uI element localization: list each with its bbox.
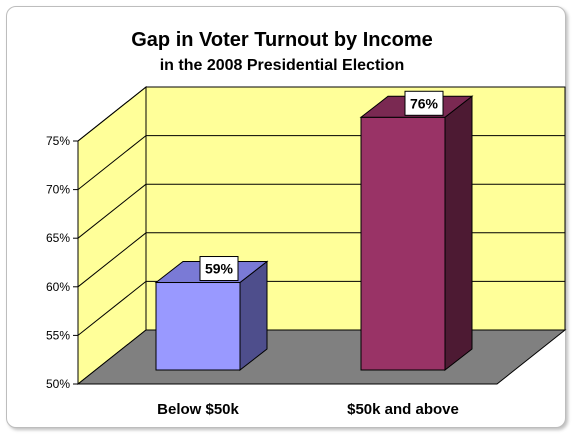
y-tick-label: 60%: [46, 280, 70, 294]
chart-subtitle: in the 2008 Presidential Election: [160, 57, 405, 74]
data-label: 59%: [205, 261, 234, 277]
y-tick-label: 65%: [46, 231, 70, 245]
data-label: 76%: [410, 95, 439, 111]
category-label: Below $50k: [157, 401, 239, 418]
category-label: $50k and above: [347, 401, 459, 418]
bar-front: [360, 116, 446, 371]
gridline-side: [77, 86, 147, 142]
chart-title: Gap in Voter Turnout by Income: [131, 29, 433, 51]
floor: [76, 329, 567, 385]
gridline-side: [77, 281, 147, 336]
gridline-side: [77, 183, 147, 239]
data-label-box: [404, 90, 444, 116]
gridline-side: [77, 232, 147, 288]
gridline-side: [77, 135, 147, 190]
bar-side: [444, 95, 473, 372]
y-tick-label: 50%: [46, 377, 70, 391]
bar-front: [155, 282, 241, 371]
data-label-box: [199, 256, 239, 282]
plot-area: 50% 55% 60% 65% 70% 75% 59% Below $50k 76% $50k a…: [46, 85, 567, 418]
y-tick-label: 55%: [46, 328, 70, 342]
y-tick-label: 70%: [46, 183, 70, 197]
y-tick-label: 75%: [46, 134, 70, 148]
